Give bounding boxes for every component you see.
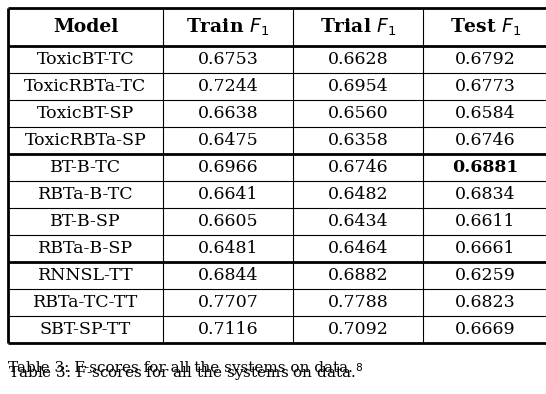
Text: 0.6464: 0.6464 bbox=[328, 240, 388, 257]
Text: 0.6954: 0.6954 bbox=[328, 78, 388, 95]
Text: 0.6834: 0.6834 bbox=[455, 186, 516, 203]
Text: 0.7707: 0.7707 bbox=[198, 294, 258, 311]
Text: 0.6481: 0.6481 bbox=[198, 240, 258, 257]
Text: 0.6792: 0.6792 bbox=[455, 51, 516, 68]
Text: ToxicBT-TC: ToxicBT-TC bbox=[37, 51, 134, 68]
Text: 0.6641: 0.6641 bbox=[198, 186, 258, 203]
Text: 0.7092: 0.7092 bbox=[328, 321, 388, 338]
Text: ToxicBT-SP: ToxicBT-SP bbox=[37, 105, 134, 122]
Text: Test $\mathit{F}_1$: Test $\mathit{F}_1$ bbox=[450, 16, 521, 38]
Text: 0.7788: 0.7788 bbox=[328, 294, 388, 311]
Text: Train $\mathit{F}_1$: Train $\mathit{F}_1$ bbox=[186, 16, 270, 38]
Text: 0.6661: 0.6661 bbox=[455, 240, 516, 257]
Text: 0.6259: 0.6259 bbox=[455, 267, 516, 284]
Text: 0.7116: 0.7116 bbox=[198, 321, 258, 338]
Text: ToxicRBTa-TC: ToxicRBTa-TC bbox=[25, 78, 147, 95]
Text: 0.6475: 0.6475 bbox=[198, 132, 258, 149]
Text: 0.7244: 0.7244 bbox=[198, 78, 258, 95]
Text: 0.6881: 0.6881 bbox=[452, 159, 519, 176]
Text: 0.6823: 0.6823 bbox=[455, 294, 516, 311]
Text: 0.6882: 0.6882 bbox=[328, 267, 388, 284]
Text: RBTa-B-TC: RBTa-B-TC bbox=[38, 186, 133, 203]
Text: 0.6669: 0.6669 bbox=[455, 321, 516, 338]
Text: Table 3: F-scores for all the systems on data.$^8$: Table 3: F-scores for all the systems on… bbox=[8, 361, 364, 383]
Text: 0.6358: 0.6358 bbox=[328, 132, 388, 149]
Text: ToxicRBTa-SP: ToxicRBTa-SP bbox=[25, 132, 146, 149]
Text: RBTa-B-SP: RBTa-B-SP bbox=[38, 240, 133, 257]
Text: RBTa-TC-TT: RBTa-TC-TT bbox=[33, 294, 138, 311]
Text: Model: Model bbox=[53, 18, 118, 36]
Text: 0.6560: 0.6560 bbox=[328, 105, 388, 122]
Text: RNNSL-TT: RNNSL-TT bbox=[38, 267, 133, 284]
Text: 0.6482: 0.6482 bbox=[328, 186, 388, 203]
Text: Trial $\mathit{F}_1$: Trial $\mathit{F}_1$ bbox=[319, 16, 396, 38]
Text: BT-B-SP: BT-B-SP bbox=[50, 213, 121, 230]
Text: Table 3: F-scores for all the systems on data.: Table 3: F-scores for all the systems on… bbox=[8, 361, 353, 375]
Text: SBT-SP-TT: SBT-SP-TT bbox=[40, 321, 131, 338]
Text: 0.6753: 0.6753 bbox=[198, 51, 258, 68]
Text: 0.6746: 0.6746 bbox=[328, 159, 388, 176]
Text: 0.6844: 0.6844 bbox=[198, 267, 258, 284]
Text: 0.6605: 0.6605 bbox=[198, 213, 258, 230]
Text: 0.6628: 0.6628 bbox=[328, 51, 388, 68]
Text: BT-B-TC: BT-B-TC bbox=[50, 159, 121, 176]
Text: 0.6434: 0.6434 bbox=[328, 213, 388, 230]
Text: 0.6611: 0.6611 bbox=[455, 213, 516, 230]
Text: 0.6746: 0.6746 bbox=[455, 132, 516, 149]
Text: 0.6584: 0.6584 bbox=[455, 105, 516, 122]
Text: 0.6966: 0.6966 bbox=[198, 159, 258, 176]
Text: 0.6638: 0.6638 bbox=[198, 105, 258, 122]
Text: 0.6773: 0.6773 bbox=[455, 78, 516, 95]
